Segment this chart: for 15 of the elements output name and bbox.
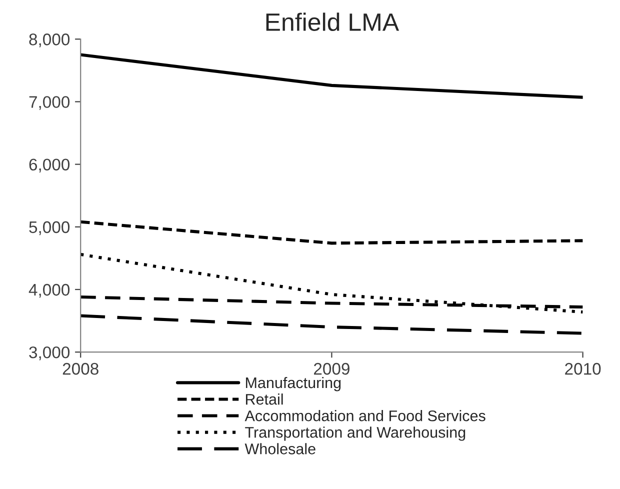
chart-title: Enfield LMA <box>266 12 400 32</box>
legend-label: Transportation and Warehousing <box>245 426 466 441</box>
legend-label: Retail <box>246 394 283 405</box>
y-tick-label: 4,000 <box>28 284 70 298</box>
legend-label: Wholesale <box>244 443 316 454</box>
legend-label: Accommodation and Food Services <box>244 410 486 422</box>
y-tick-label: 3,000 <box>29 346 70 360</box>
y-tick-label: 7,000 <box>29 96 70 110</box>
legend-label: Manufacturing <box>246 376 341 392</box>
y-tick-label: 6,000 <box>29 158 70 172</box>
y-tick-label: 5,000 <box>29 221 70 236</box>
y-tick-label: 8,000 <box>29 34 70 48</box>
x-tick-label: 2009 <box>314 362 350 375</box>
x-tick-label: 2010 <box>565 362 601 375</box>
x-tick-label: 2008 <box>62 362 98 375</box>
